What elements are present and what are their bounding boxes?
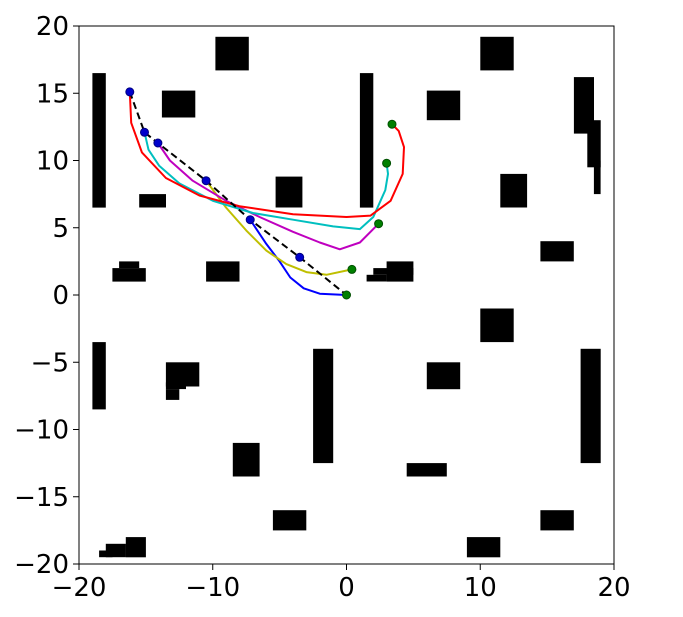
obstacle-1 xyxy=(215,36,249,71)
obstacle-27 xyxy=(232,442,260,477)
trajectories xyxy=(128,90,405,296)
trajectory-line-4 xyxy=(128,90,405,218)
obstacle-2 xyxy=(161,90,196,118)
obstacle-9 xyxy=(587,120,601,168)
obstacle-29 xyxy=(272,510,307,531)
trajectory-line-2 xyxy=(156,142,380,251)
obstacle-23 xyxy=(165,389,180,400)
obstacle-15 xyxy=(366,274,387,282)
trajectory-line-3 xyxy=(143,131,389,231)
y-tick-label-1: 15 xyxy=(36,79,69,109)
trajectory-line-0 xyxy=(249,218,348,296)
y-tick-label-6: −10 xyxy=(14,416,69,446)
obstacle-3 xyxy=(139,194,166,208)
waypoint-marker-5 xyxy=(295,252,305,262)
waypoint-marker-1 xyxy=(140,127,149,137)
obstacle-34 xyxy=(466,537,501,558)
goal-marker-0 xyxy=(342,290,351,300)
obstacle-30 xyxy=(540,510,574,531)
obstacle-12 xyxy=(112,268,146,282)
obstacle-5 xyxy=(275,176,303,208)
obstacle-33 xyxy=(99,550,113,558)
obstacle-6 xyxy=(480,36,514,71)
waypoints xyxy=(125,87,305,262)
trajectory-line-1 xyxy=(205,179,353,276)
obstacle-19 xyxy=(480,308,514,343)
waypoint-marker-3 xyxy=(201,176,211,186)
obstacle-28 xyxy=(406,463,447,477)
obstacle-22 xyxy=(165,382,186,390)
x-tick-label-4: 20 xyxy=(597,573,630,603)
x-tick-label-3: 10 xyxy=(464,573,497,603)
goal-marker-4 xyxy=(387,119,397,129)
obstacle-17 xyxy=(386,261,414,282)
obstacle-7 xyxy=(426,90,461,121)
obstacle-24 xyxy=(313,348,334,464)
y-tick-label-5: −5 xyxy=(31,348,69,378)
waypoint-marker-4 xyxy=(245,215,255,225)
x-axis: −20 −10 0 10 20 xyxy=(52,564,631,603)
obstacle-0 xyxy=(92,73,106,208)
obstacle-18 xyxy=(540,241,574,262)
obstacle-11 xyxy=(500,173,528,208)
obstacle-4 xyxy=(359,73,374,208)
y-tick-label-4: 0 xyxy=(52,281,69,311)
y-tick-label-3: 5 xyxy=(52,214,69,244)
goal-marker-3 xyxy=(382,158,392,168)
x-tick-label-1: −10 xyxy=(185,573,240,603)
x-tick-label-2: 0 xyxy=(338,573,355,603)
obstacle-10 xyxy=(593,160,601,195)
waypoint-marker-0 xyxy=(125,87,135,97)
goal-marker-1 xyxy=(347,264,357,274)
x-tick-label-0: −20 xyxy=(52,573,107,603)
y-tick-label-7: −15 xyxy=(14,483,69,513)
y-tick-label-0: 20 xyxy=(36,12,69,42)
y-axis: 20 15 10 5 0 −5 −10 −15 −20 xyxy=(14,12,79,580)
goals xyxy=(342,119,397,300)
obstacle-13 xyxy=(119,261,140,269)
waypoint-marker-2 xyxy=(153,138,163,148)
obstacle-26 xyxy=(580,348,601,464)
obstacle-25 xyxy=(426,362,461,390)
obstacle-8 xyxy=(573,77,594,134)
y-tick-label-8: −20 xyxy=(14,550,69,580)
obstacle-20 xyxy=(92,342,106,410)
y-tick-label-2: 10 xyxy=(36,147,69,177)
obstacle-31 xyxy=(125,537,146,558)
obstacle-14 xyxy=(206,261,240,282)
obstacles xyxy=(92,36,601,558)
goal-marker-2 xyxy=(374,219,384,229)
